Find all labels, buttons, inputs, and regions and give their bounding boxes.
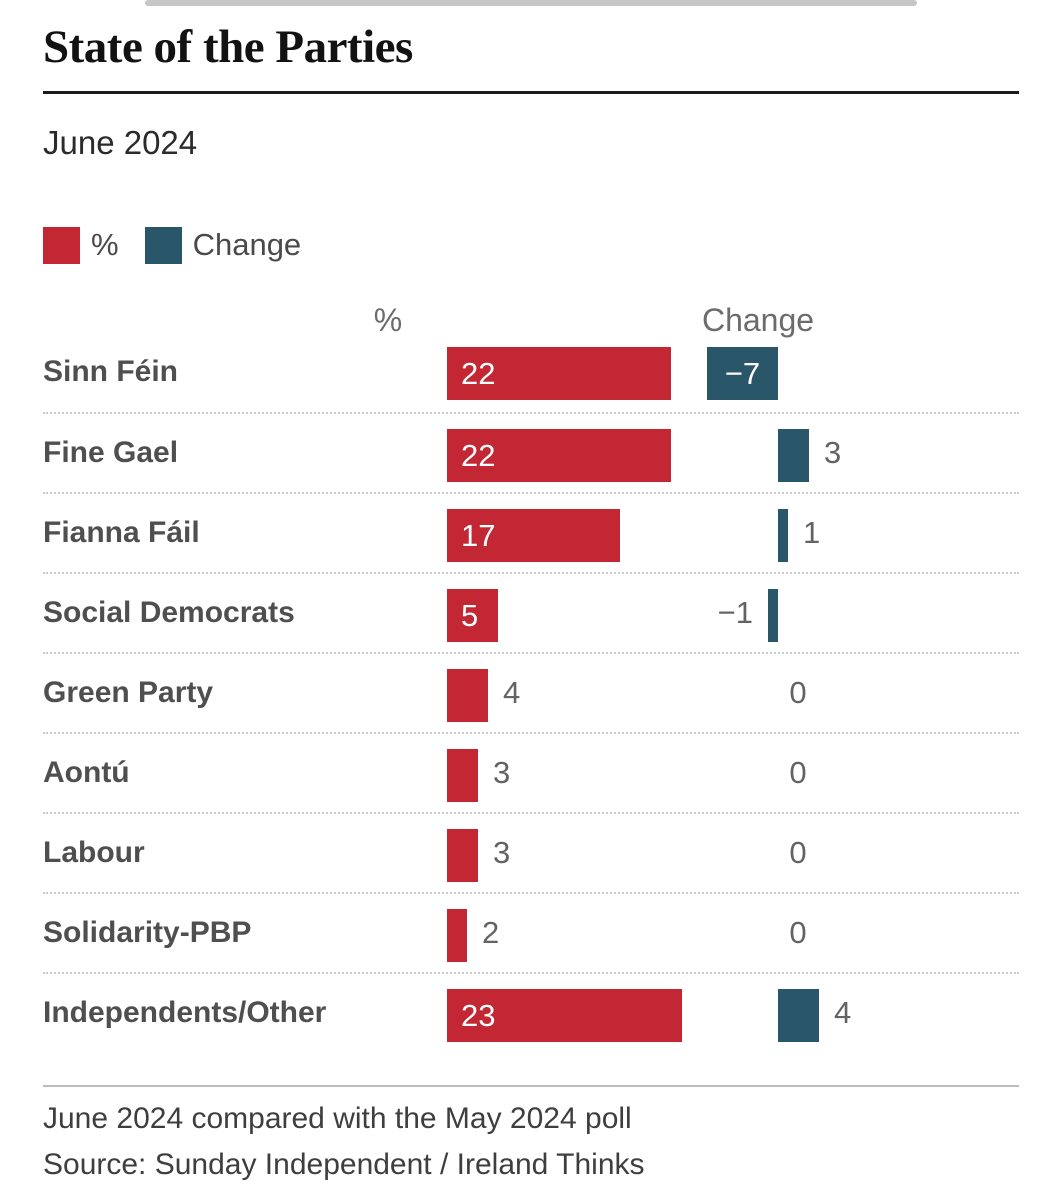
legend: % Change xyxy=(43,226,301,264)
change-value: 1 xyxy=(803,515,821,550)
party-label: Independents/Other xyxy=(43,996,327,1029)
percent-value: 17 xyxy=(461,517,496,553)
percent-bar: 22 xyxy=(447,429,671,482)
change-value: 4 xyxy=(834,995,852,1030)
table-row: Fine Gael 22 3 xyxy=(43,412,1019,492)
comparison-note: June 2024 compared with the May 2024 pol… xyxy=(43,1102,632,1135)
title-divider xyxy=(43,91,1019,94)
change-value: −1 xyxy=(717,595,753,630)
footer-divider xyxy=(43,1085,1019,1087)
percent-bar xyxy=(447,749,478,802)
party-label: Solidarity-PBP xyxy=(43,916,252,949)
percent-value: 22 xyxy=(461,437,496,473)
percent-bar xyxy=(447,829,478,882)
window-edge-artifact xyxy=(145,0,917,6)
legend-item-change: Change xyxy=(144,226,302,264)
change-value: 0 xyxy=(789,755,807,790)
change-bar: −7 xyxy=(707,347,778,400)
change-bar xyxy=(778,429,809,482)
percent-bar: 17 xyxy=(447,509,620,562)
percent-value: 23 xyxy=(461,997,496,1033)
percent-value: 5 xyxy=(461,597,479,633)
legend-label: Change xyxy=(192,227,302,262)
party-label: Aontú xyxy=(43,756,130,789)
percent-value: 4 xyxy=(503,675,521,710)
table-row: Labour 3 0 xyxy=(43,812,1019,892)
change-value: 0 xyxy=(789,675,807,710)
table-row: Sinn Féin 22 −7 xyxy=(43,332,1019,412)
percent-bar: 23 xyxy=(447,989,682,1042)
table-row: Social Democrats 5 −1 xyxy=(43,572,1019,652)
change-bar xyxy=(778,509,788,562)
percent-bar: 22 xyxy=(447,347,671,400)
percent-swatch-icon xyxy=(43,226,80,264)
percent-value: 2 xyxy=(482,915,500,950)
legend-item-percent: % xyxy=(43,226,119,264)
party-label: Social Democrats xyxy=(43,596,295,629)
table-row: Independents/Other 23 4 xyxy=(43,972,1019,1052)
percent-value: 3 xyxy=(493,755,511,790)
source-note: Source: Sunday Independent / Ireland Thi… xyxy=(43,1148,645,1181)
party-label: Green Party xyxy=(43,676,214,709)
change-value: 0 xyxy=(789,835,807,870)
percent-bar: 5 xyxy=(447,589,498,642)
party-label: Labour xyxy=(43,836,145,869)
change-bar xyxy=(768,589,778,642)
percent-bar xyxy=(447,909,467,962)
percent-bar xyxy=(447,669,488,722)
column-header-change: Change xyxy=(701,302,815,338)
table-row: Aontú 3 0 xyxy=(43,732,1019,812)
table-row: Green Party 4 0 xyxy=(43,652,1019,732)
percent-value: 22 xyxy=(461,355,496,391)
party-label: Fine Gael xyxy=(43,436,179,469)
party-label: Fianna Fáil xyxy=(43,516,200,549)
change-bar xyxy=(778,989,819,1042)
column-header-percent: % xyxy=(373,302,403,338)
change-value: 0 xyxy=(789,915,807,950)
chart-title: State of the Parties xyxy=(43,21,413,73)
change-swatch-icon xyxy=(144,226,182,264)
party-label: Sinn Féin xyxy=(43,355,178,388)
table-row: Solidarity-PBP 2 0 xyxy=(43,892,1019,972)
table-row: Fianna Fáil 17 1 xyxy=(43,492,1019,572)
chart-rows: Sinn Féin 22 −7 Fine Gael 22 3 Fianna Fáil 17 1 S… xyxy=(43,332,1019,1052)
chart-subtitle: June 2024 xyxy=(43,124,198,161)
change-value: 3 xyxy=(824,435,842,470)
change-value: −7 xyxy=(724,355,761,391)
percent-value: 3 xyxy=(493,835,511,870)
legend-label: % xyxy=(91,227,119,262)
